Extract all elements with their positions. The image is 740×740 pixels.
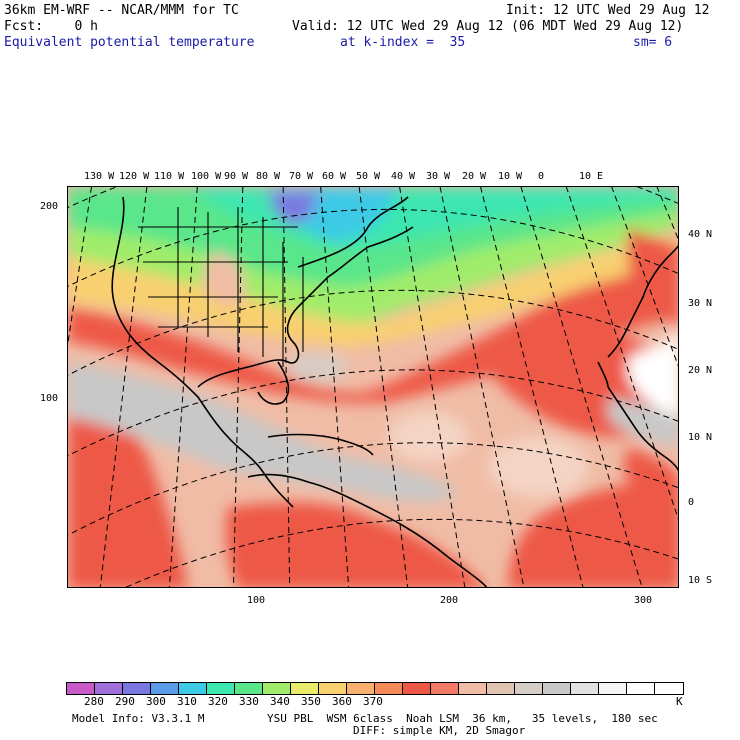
latitude-label: 30 N (688, 298, 713, 309)
colorbar-swatch (459, 683, 487, 694)
longitude-label: 100 W (191, 171, 222, 182)
colorbar-tick-label: 280 (84, 695, 104, 708)
colorbar-tick-label: 330 (239, 695, 259, 708)
colorbar-swatch (403, 683, 431, 694)
state-boundaries (138, 207, 304, 367)
colorbar-tick-label: 360 (332, 695, 352, 708)
smoothing-label: sm= 6 (633, 35, 673, 50)
valid-time: Valid: 12 UTC Wed 29 Aug 12 (06 MDT Wed … (292, 19, 684, 34)
colorbar-swatch (375, 683, 403, 694)
latitude-label: 10 N (688, 432, 713, 443)
colorbar-swatch (431, 683, 459, 694)
longitude-label: 40 W (391, 171, 416, 182)
colorbar-swatch (487, 683, 515, 694)
coastlines (111, 196, 678, 587)
colorbar-swatch (599, 683, 627, 694)
colorbar-tick-label: 320 (208, 695, 228, 708)
colorbar-swatch (655, 683, 683, 694)
grid-label-bottom-100: 100 (247, 595, 266, 606)
colorbar-tick-label: 300 (146, 695, 166, 708)
colorbar-swatch (627, 683, 655, 694)
longitude-label: 120 W (119, 171, 150, 182)
field-title: Equivalent potential temperature (4, 35, 255, 50)
colorbar-swatch (151, 683, 179, 694)
colorbar-unit: K (676, 695, 683, 708)
grid-label-left-200: 200 (40, 201, 59, 212)
colorbar-swatch (571, 683, 599, 694)
graticule (68, 187, 678, 587)
colorbar-swatch (67, 683, 95, 694)
grid-label-bottom-300: 300 (634, 595, 653, 606)
latitude-label: 0 (688, 497, 695, 508)
longitude-label: 20 W (462, 171, 487, 182)
latitude-label: 40 N (688, 229, 713, 240)
colorbar (66, 682, 684, 695)
longitude-label: 90 W (224, 171, 249, 182)
colorbar-swatch (515, 683, 543, 694)
longitude-label: 10 W (498, 171, 523, 182)
init-time: Init: 12 UTC Wed 29 Aug 12 (506, 3, 710, 18)
theta-e-field (68, 187, 678, 587)
colorbar-swatch (319, 683, 347, 694)
colorbar-tick-label: 290 (115, 695, 135, 708)
grid-label-left-100: 100 (40, 393, 59, 404)
grid-label-bottom-200: 200 (440, 595, 459, 606)
colorbar-tick-label: 370 (363, 695, 383, 708)
colorbar-swatch (235, 683, 263, 694)
longitude-label: 60 W (322, 171, 347, 182)
longitude-label: 110 W (154, 171, 185, 182)
map-canvas (68, 187, 678, 587)
longitude-label: 50 W (356, 171, 381, 182)
longitude-label: 10 E (579, 171, 604, 182)
model-info: Model Info: V3.3.1 M (72, 712, 205, 725)
model-title: 36km EM-WRF -- NCAR/MMM for TC (4, 3, 239, 18)
theta-e-map (67, 186, 679, 588)
longitude-label: 0 (538, 171, 545, 182)
colorbar-swatch (263, 683, 291, 694)
physics-line-2: DIFF: simple KM, 2D Smagor (353, 724, 526, 737)
latitude-label: 10 S (688, 575, 713, 586)
colorbar-swatch (207, 683, 235, 694)
colorbar-tick-label: 340 (270, 695, 290, 708)
colorbar-swatch (291, 683, 319, 694)
colorbar-swatch (123, 683, 151, 694)
longitude-label: 80 W (256, 171, 281, 182)
latitude-label: 20 N (688, 365, 713, 376)
forecast-hour: Fcst: 0 h (4, 19, 98, 34)
physics-line-1: YSU PBL WSM 6class Noah LSM 36 km, 35 le… (267, 712, 658, 725)
colorbar-tick-label: 350 (301, 695, 321, 708)
longitude-label: 30 W (426, 171, 451, 182)
colorbar-swatch (347, 683, 375, 694)
kindex-label: at k-index = 35 (340, 35, 466, 50)
colorbar-swatch (543, 683, 571, 694)
colorbar-tick-label: 310 (177, 695, 197, 708)
longitude-label: 130 W (84, 171, 115, 182)
colorbar-swatch (179, 683, 207, 694)
colorbar-swatch (95, 683, 123, 694)
longitude-label: 70 W (289, 171, 314, 182)
